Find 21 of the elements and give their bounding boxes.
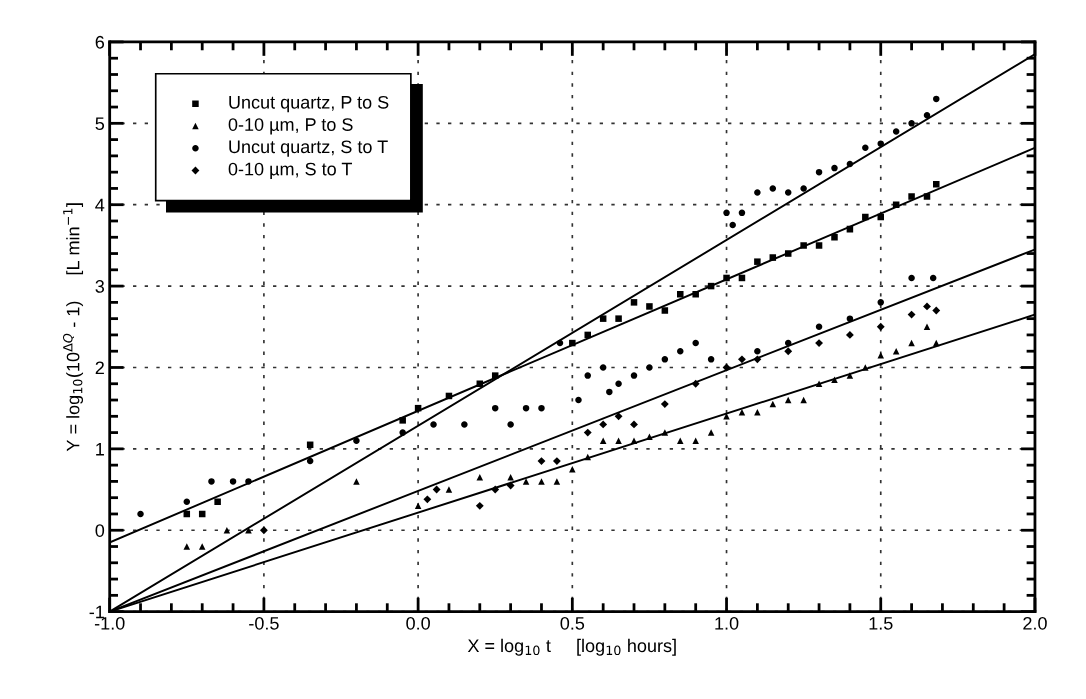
y-axis-title: Y = log$_{10}$(10$^{ΔQ}$ - 1) [L min$^{−1}$] xyxy=(62,203,84,452)
legend-label: 0-10 µm, S to T xyxy=(228,162,353,179)
y-tick-label: 0 xyxy=(95,524,105,537)
y-tick-label: -1 xyxy=(89,605,104,619)
x-tick-label: 2.0 xyxy=(1023,616,1047,630)
x-tick-label: 0.0 xyxy=(406,616,430,630)
y-tick-label: 3 xyxy=(95,280,105,293)
x-tick-label: 1.0 xyxy=(715,616,739,630)
x-axis-title: X = log$_{10}$ t [log$_{10}$ hours] xyxy=(467,638,676,656)
y-tick-label: 1 xyxy=(96,442,104,456)
y-tick-label: 4 xyxy=(95,198,105,212)
legend-label: Uncut quartz, S to T xyxy=(229,140,388,157)
x-tick-label: 0.5 xyxy=(560,616,585,630)
x-tick-label: -1.0 xyxy=(94,616,125,630)
legend-label: Uncut quartz, P to S xyxy=(229,95,389,113)
y-tick-label: 6 xyxy=(95,35,105,49)
y-tick-label: 2 xyxy=(95,361,104,375)
y-tick-label: 5 xyxy=(95,117,105,131)
x-tick-label: 1.5 xyxy=(869,617,893,630)
x-tick-label: -0.5 xyxy=(249,616,279,630)
legend-label: 0-10 µm, P to S xyxy=(228,118,353,135)
